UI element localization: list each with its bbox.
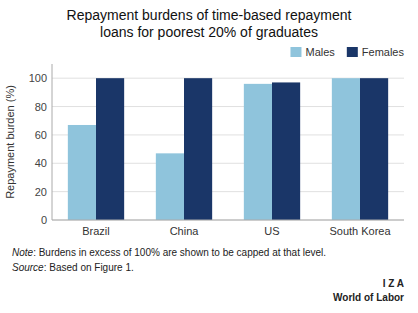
legend-item: Females (347, 46, 405, 58)
legend-swatch (347, 47, 358, 57)
legend-label: Females (362, 46, 405, 58)
bar (96, 78, 124, 220)
bar (184, 78, 212, 220)
x-tick-label: China (170, 225, 200, 237)
bar (332, 78, 360, 220)
x-tick-label: US (264, 225, 279, 237)
bars (68, 78, 388, 220)
annotation: World of Labor (333, 292, 404, 303)
legend-item: Males (290, 46, 335, 58)
y-tick-label: 20 (35, 186, 47, 198)
legend-label: Males (305, 46, 335, 58)
chart: Repayment burdens of time-based repaymen… (0, 0, 418, 313)
x-axis-line (52, 220, 404, 221)
annotation: I Z A (383, 278, 404, 289)
y-tick-label: 80 (35, 101, 47, 113)
bar (272, 82, 300, 220)
y-tick-label: 100 (29, 72, 47, 84)
bar (244, 84, 272, 220)
legend-swatch (290, 47, 301, 57)
x-tick-label: South Korea (329, 225, 391, 237)
y-axis-line (52, 64, 53, 220)
annotation: Note: Burdens in excess of 100% are show… (12, 247, 326, 258)
y-axis-label: Repayment burden (%) (4, 85, 16, 199)
bar (68, 125, 96, 220)
bar (156, 153, 184, 220)
y-tick-label: 40 (35, 157, 47, 169)
legend: Males Females (290, 46, 404, 58)
title: Repayment burdens of time-based repaymen… (67, 7, 352, 23)
bar (360, 78, 388, 220)
y-tick-label: 0 (41, 214, 47, 226)
x-tick-label: Brazil (82, 225, 110, 237)
y-tick-label: 60 (35, 129, 47, 141)
grid (52, 78, 404, 220)
annotation: Source: Based on Figure 1. (12, 262, 134, 273)
grid-line (52, 220, 404, 221)
subtitle: loans for poorest 20% of graduates (100, 24, 318, 40)
